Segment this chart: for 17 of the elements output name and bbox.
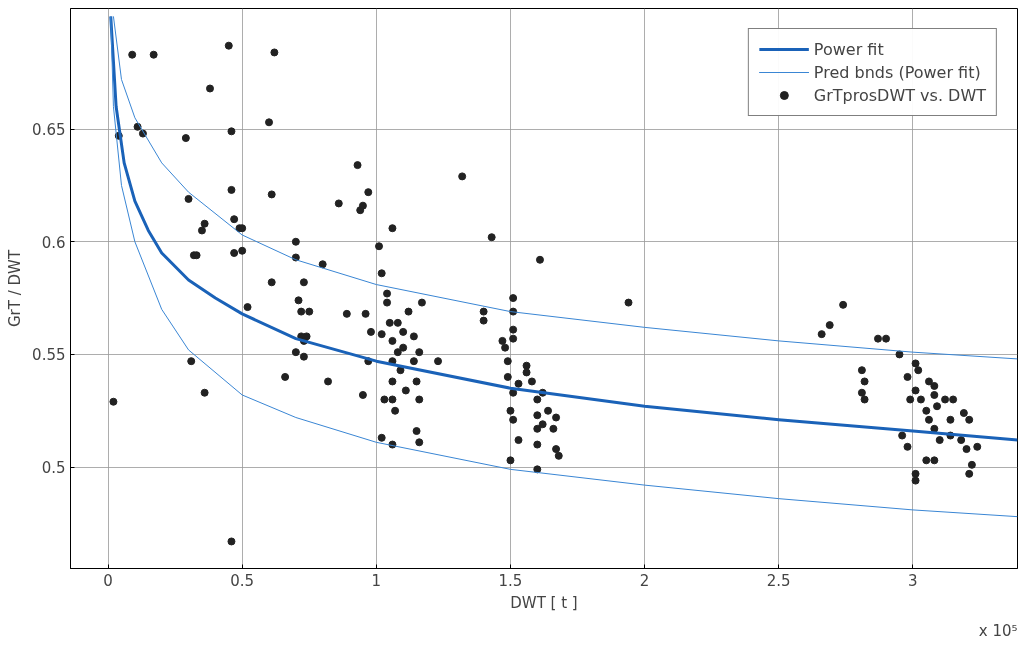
- x-tick-label: 3: [908, 571, 918, 590]
- x-tick-label: 2.5: [766, 571, 791, 590]
- x-axis-title: DWT [ t ]: [510, 593, 578, 612]
- y-tick-label: 0.5: [41, 459, 66, 478]
- text: x 10⁵: [978, 621, 1018, 640]
- x-tick-label: 0.5: [230, 571, 255, 590]
- x-tick-label: 1.5: [498, 571, 523, 590]
- legend-label: Pred bnds (Power fit): [813, 62, 981, 82]
- y-tick-label: 0.6: [41, 233, 66, 252]
- legend-label: Power fit: [813, 39, 884, 59]
- x-tick-label: 0: [103, 571, 113, 590]
- legend-label: GrTprosDWT vs. DWT: [813, 85, 986, 105]
- y-tick-label: 0.65: [32, 121, 66, 140]
- y-axis-title: GrT / DWT: [6, 249, 25, 328]
- x-tick-label: 2: [639, 571, 650, 590]
- x-tick-label: 1: [371, 571, 382, 590]
- y-tick-label: 0.55: [32, 346, 66, 365]
